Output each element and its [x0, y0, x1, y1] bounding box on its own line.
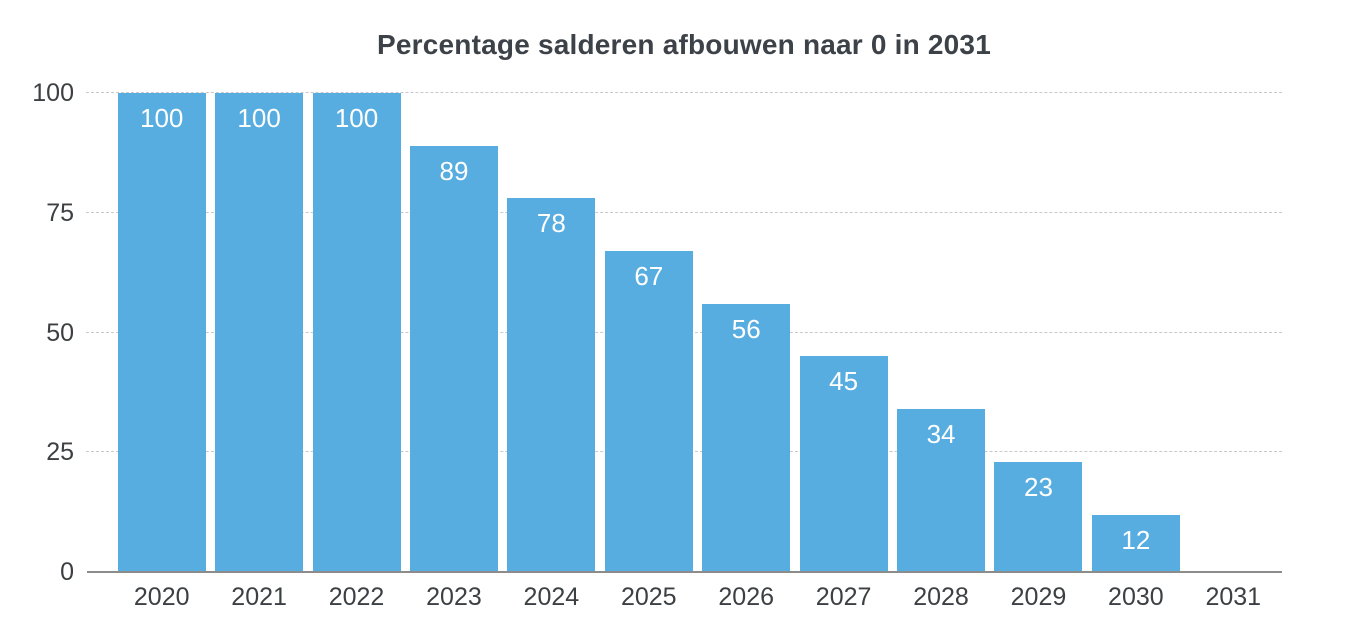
bar-value-label: 89 [439, 155, 469, 186]
x-tick-label: 2020 [133, 583, 190, 611]
y-tick-label: 25 [46, 438, 74, 467]
bar: 12 [1091, 514, 1180, 572]
x-tick-label: 2030 [1108, 583, 1164, 611]
bar-value-label: 100 [237, 103, 281, 133]
y-tick-label: 0 [60, 558, 74, 586]
bar: 56 [702, 303, 791, 572]
x-tick-label: 2028 [913, 583, 969, 611]
y-tick-label: 50 [46, 318, 74, 347]
x-tick-label: 2026 [718, 583, 775, 611]
bar: 23 [994, 461, 1083, 572]
x-tick-label: 2025 [620, 583, 677, 611]
y-tick-label: 75 [46, 198, 74, 227]
x-tick-label: 2031 [1205, 583, 1262, 611]
x-tick-label: 2021 [231, 583, 287, 611]
bar: 34 [897, 409, 986, 572]
bar-value-label: 34 [926, 419, 956, 450]
bar-value-label: 67 [634, 261, 664, 292]
gridline [86, 92, 1282, 93]
x-tick-label: 2022 [328, 583, 385, 611]
gridline [86, 211, 1282, 213]
bar-value-label: 78 [536, 208, 566, 239]
bar: 67 [604, 251, 693, 572]
bar: 100 [312, 93, 401, 572]
bar-value-label: 23 [1023, 471, 1053, 502]
bar: 45 [799, 356, 888, 572]
x-axis-line [87, 571, 1282, 573]
chart-title: Percentage salderen afbouwen naar 0 in 2… [377, 29, 991, 60]
bar-value-label: 100 [140, 103, 184, 133]
bar: 100 [117, 93, 206, 572]
x-tick-label: 2027 [815, 583, 872, 611]
bar-value-label: 56 [731, 313, 761, 344]
x-tick-label: 2023 [426, 583, 482, 611]
bar-value-label: 45 [829, 366, 859, 397]
bar-value-label: 12 [1121, 524, 1151, 555]
y-tick-label: 100 [32, 79, 74, 107]
bar-value-label: 100 [334, 103, 379, 133]
x-tick-label: 2029 [1010, 583, 1067, 611]
x-tick-label: 2024 [523, 583, 580, 611]
bar: 89 [409, 145, 498, 572]
bar: 100 [215, 93, 304, 572]
bar: 78 [507, 198, 596, 572]
